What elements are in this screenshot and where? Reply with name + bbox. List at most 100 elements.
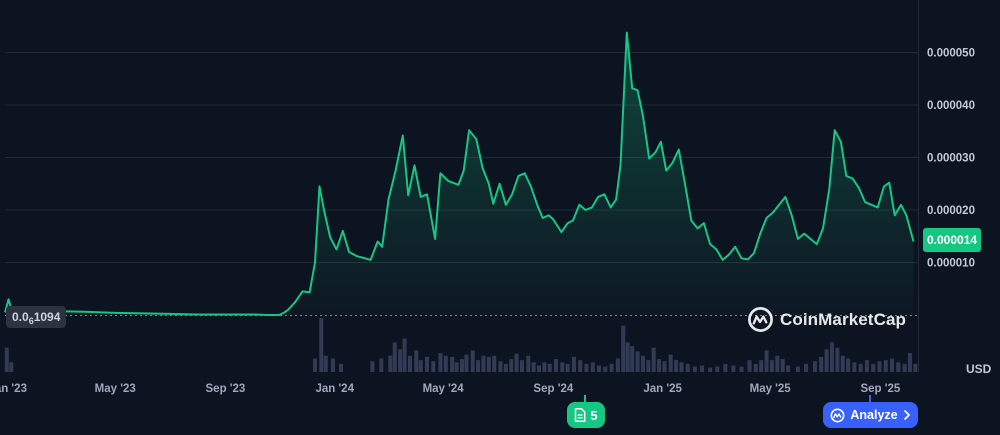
volume-bar xyxy=(835,347,840,372)
volume-bar xyxy=(674,360,679,372)
volume-bar xyxy=(388,355,393,372)
y-tick-label: 0.000030 xyxy=(927,153,975,165)
volume-bar xyxy=(526,355,531,372)
volume-bar xyxy=(486,356,491,372)
x-tick-label: Jan '24 xyxy=(315,383,354,395)
volume-bar xyxy=(708,367,713,372)
volume-bar xyxy=(370,361,375,372)
volume-bar xyxy=(775,355,780,372)
volume-bar xyxy=(890,358,895,372)
volume-bar xyxy=(398,349,403,372)
volume-bar xyxy=(498,361,503,372)
volume-bar xyxy=(640,355,645,372)
volume-bar xyxy=(646,360,651,372)
volume-bar xyxy=(731,365,736,372)
volume-bar xyxy=(852,362,857,372)
y-axis: 0.000010 0.000020 0.000030 0.000040 0.000050 xyxy=(927,48,975,270)
volume-bar xyxy=(470,350,475,372)
volume-bar xyxy=(700,365,705,372)
volume-bar xyxy=(625,342,630,372)
analyze-marker xyxy=(869,395,871,403)
volume-bar xyxy=(679,362,684,372)
y-tick-label: 0.000020 xyxy=(927,205,975,217)
volume-bar xyxy=(871,363,876,372)
volume-bar xyxy=(764,350,769,372)
volume-bar xyxy=(780,359,785,372)
analyze-button[interactable]: Analyze xyxy=(823,402,918,428)
volume-bar xyxy=(913,363,918,372)
coinmarketcap-mini-logo-icon xyxy=(830,408,845,422)
volume-bar xyxy=(715,366,720,372)
x-tick-label: Sep '25 xyxy=(860,383,900,395)
volume-bar xyxy=(323,355,328,372)
volume-bar xyxy=(330,358,335,372)
volume-bar xyxy=(481,355,486,372)
y-tick-label: 0.000050 xyxy=(927,48,975,60)
volume-bar xyxy=(635,351,640,372)
x-tick-label: Sep '24 xyxy=(533,383,573,395)
volume-bar xyxy=(514,353,519,372)
y-tick-label: 0.000010 xyxy=(927,258,975,270)
volume-bar xyxy=(425,356,430,372)
currency-label: USD xyxy=(966,362,992,376)
volume-bar xyxy=(902,363,907,372)
volume-bars xyxy=(4,318,918,372)
volume-bar xyxy=(407,355,412,372)
volume-bar xyxy=(590,362,595,372)
volume-bar xyxy=(509,359,514,372)
chevron-right-icon xyxy=(903,410,910,420)
volume-bar xyxy=(597,365,602,372)
start-price-label: 0.061094 xyxy=(6,306,67,328)
volume-bar xyxy=(786,365,791,372)
volume-bar xyxy=(9,362,14,372)
volume-bar xyxy=(877,361,882,372)
volume-bar xyxy=(657,359,662,372)
volume-bar xyxy=(4,347,9,372)
volume-bar xyxy=(459,359,464,372)
start-price-prefix: 0.0 xyxy=(12,310,29,324)
volume-bar xyxy=(723,363,728,372)
volume-bar xyxy=(615,358,620,372)
price-series xyxy=(4,31,915,316)
coinmarketcap-watermark: CoinMarketCap xyxy=(747,306,906,333)
volume-bar xyxy=(313,358,318,372)
notes-marker xyxy=(584,395,586,403)
volume-bar xyxy=(565,363,570,372)
volume-bar xyxy=(812,361,817,372)
price-area xyxy=(5,32,914,315)
analyze-label: Analyze xyxy=(850,408,898,422)
start-price-digits: 1094 xyxy=(33,310,61,324)
x-tick-label: May '24 xyxy=(423,383,465,395)
volume-bar xyxy=(759,360,764,372)
volume-bar xyxy=(769,360,774,372)
volume-bar xyxy=(824,349,829,372)
x-tick-label: Sep '23 xyxy=(206,383,246,395)
volume-bar xyxy=(753,363,758,372)
volume-bar xyxy=(858,363,863,372)
notes-button[interactable]: 5 xyxy=(567,402,605,428)
volume-bar xyxy=(571,356,576,372)
volume-bar xyxy=(476,360,481,372)
volume-bar xyxy=(414,350,419,372)
volume-bar xyxy=(560,362,565,372)
volume-bar xyxy=(603,366,608,372)
y-tick-label: 0.000040 xyxy=(927,100,975,112)
volume-bar xyxy=(431,361,436,372)
volume-bar xyxy=(883,360,888,372)
volume-bar xyxy=(454,362,459,372)
x-tick-label: Jan '25 xyxy=(643,383,682,395)
x-axis: Jan '23 May '23 Sep '23 Jan '24 May '24 Sep '… xyxy=(0,383,901,395)
volume-bar xyxy=(503,363,508,372)
volume-bar xyxy=(692,366,697,372)
volume-bar xyxy=(443,355,448,372)
volume-bar xyxy=(747,360,752,372)
volume-bar xyxy=(685,363,690,372)
coinmarketcap-logo-icon xyxy=(748,307,773,332)
volume-bar xyxy=(621,325,626,372)
volume-bar xyxy=(739,366,744,372)
document-icon xyxy=(575,408,586,422)
volume-bar xyxy=(907,353,912,372)
volume-bar xyxy=(795,366,800,372)
volume-bar xyxy=(668,354,673,372)
